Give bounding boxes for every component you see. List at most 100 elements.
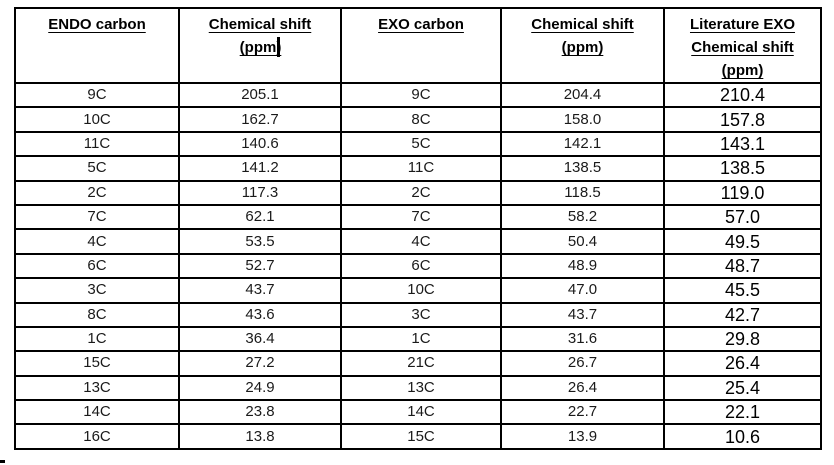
cell-endo-chemical-shift[interactable]: 140.6: [178, 130, 342, 158]
cell-endo-carbon[interactable]: 9C: [14, 81, 180, 109]
header-text: Chemical shift: [208, 16, 312, 33]
header-line: (ppm): [503, 36, 662, 59]
cell-endo-chemical-shift[interactable]: 141.2: [178, 155, 342, 182]
header-text: (ppm): [721, 62, 764, 79]
header-cell-endo-carbon[interactable]: ENDO carbon: [14, 7, 180, 84]
cell-endo-chemical-shift[interactable]: 24.9: [178, 374, 342, 402]
header-line: (ppm): [666, 59, 819, 81]
header-line: Chemical shift: [503, 13, 662, 36]
table-row: 16C 13.8 15C 13.9 10.6: [14, 423, 822, 450]
cell-exo-chemical-shift[interactable]: 48.9: [500, 252, 665, 280]
cell-endo-carbon[interactable]: 8C: [14, 301, 180, 328]
cell-endo-carbon[interactable]: 16C: [14, 423, 180, 450]
cell-exo-carbon[interactable]: 2C: [340, 179, 502, 206]
cell-literature-exo-chemical-shift[interactable]: 49.5: [663, 228, 822, 255]
cell-endo-chemical-shift[interactable]: 205.1: [178, 81, 342, 109]
cell-exo-carbon[interactable]: 11C: [340, 155, 502, 182]
cell-endo-chemical-shift[interactable]: 52.7: [178, 252, 342, 280]
cell-endo-chemical-shift[interactable]: 117.3: [178, 179, 342, 206]
cell-literature-exo-chemical-shift[interactable]: 10.6: [663, 423, 822, 450]
cell-endo-chemical-shift[interactable]: 23.8: [178, 399, 342, 426]
cell-exo-carbon[interactable]: 10C: [340, 277, 502, 304]
cell-exo-chemical-shift[interactable]: 138.5: [500, 155, 665, 182]
cell-exo-chemical-shift[interactable]: 22.7: [500, 399, 665, 426]
table-row: 10C 162.7 8C 158.0 157.8: [14, 106, 822, 133]
cell-exo-carbon[interactable]: 21C: [340, 350, 502, 377]
cell-endo-chemical-shift[interactable]: 62.1: [178, 203, 342, 231]
cell-endo-carbon[interactable]: 5C: [14, 155, 180, 182]
header-cell-endo-chemical-shift[interactable]: Chemical shift (ppm): [178, 7, 342, 84]
cell-endo-carbon[interactable]: 6C: [14, 252, 180, 280]
cell-exo-chemical-shift[interactable]: 118.5: [500, 179, 665, 206]
cell-endo-carbon[interactable]: 14C: [14, 399, 180, 426]
cell-literature-exo-chemical-shift[interactable]: 22.1: [663, 399, 822, 426]
cell-endo-carbon[interactable]: 3C: [14, 277, 180, 304]
cell-literature-exo-chemical-shift[interactable]: 45.5: [663, 277, 822, 304]
cell-exo-chemical-shift[interactable]: 43.7: [500, 301, 665, 328]
cell-literature-exo-chemical-shift[interactable]: 42.7: [663, 301, 822, 328]
cell-endo-carbon[interactable]: 10C: [14, 106, 180, 133]
header-cell-exo-chemical-shift[interactable]: Chemical shift (ppm): [500, 7, 665, 84]
cell-exo-chemical-shift[interactable]: 26.7: [500, 350, 665, 377]
cell-literature-exo-chemical-shift[interactable]: 48.7: [663, 252, 822, 280]
cell-literature-exo-chemical-shift[interactable]: 57.0: [663, 203, 822, 231]
cell-endo-carbon[interactable]: 1C: [14, 325, 180, 353]
table-row: 13C 24.9 13C 26.4 25.4: [14, 374, 822, 402]
cell-endo-carbon[interactable]: 2C: [14, 179, 180, 206]
cell-exo-chemical-shift[interactable]: 50.4: [500, 228, 665, 255]
cell-exo-carbon[interactable]: 3C: [340, 301, 502, 328]
paragraph-mark-icon: [0, 460, 5, 463]
cell-endo-chemical-shift[interactable]: 53.5: [178, 228, 342, 255]
cell-literature-exo-chemical-shift[interactable]: 138.5: [663, 155, 822, 182]
cell-exo-chemical-shift[interactable]: 26.4: [500, 374, 665, 402]
cell-exo-carbon[interactable]: 15C: [340, 423, 502, 450]
cell-endo-carbon[interactable]: 13C: [14, 374, 180, 402]
text-cursor-icon: [277, 37, 281, 57]
cell-exo-carbon[interactable]: 13C: [340, 374, 502, 402]
cell-exo-carbon[interactable]: 4C: [340, 228, 502, 255]
cell-endo-chemical-shift[interactable]: 162.7: [178, 106, 342, 133]
cell-literature-exo-chemical-shift[interactable]: 143.1: [663, 130, 822, 158]
cell-exo-chemical-shift[interactable]: 204.4: [500, 81, 665, 109]
cell-literature-exo-chemical-shift[interactable]: 157.8: [663, 106, 822, 133]
cell-exo-chemical-shift[interactable]: 142.1: [500, 130, 665, 158]
cell-literature-exo-chemical-shift[interactable]: 26.4: [663, 350, 822, 377]
table-row: 11C 140.6 5C 142.1 143.1: [14, 130, 822, 158]
cell-exo-carbon[interactable]: 9C: [340, 81, 502, 109]
cell-exo-chemical-shift[interactable]: 158.0: [500, 106, 665, 133]
cell-endo-chemical-shift[interactable]: 43.7: [178, 277, 342, 304]
cell-endo-carbon[interactable]: 11C: [14, 130, 180, 158]
cell-endo-carbon[interactable]: 4C: [14, 228, 180, 255]
cell-exo-carbon[interactable]: 7C: [340, 203, 502, 231]
cell-literature-exo-chemical-shift[interactable]: 29.8: [663, 325, 822, 353]
cell-endo-carbon[interactable]: 15C: [14, 350, 180, 377]
cell-exo-chemical-shift[interactable]: 13.9: [500, 423, 665, 450]
cell-exo-carbon[interactable]: 5C: [340, 130, 502, 158]
header-cell-literature-exo-chemical-shift[interactable]: Literature EXO Chemical shift (ppm): [663, 7, 822, 84]
cell-literature-exo-chemical-shift[interactable]: 210.4: [663, 81, 822, 109]
cell-exo-chemical-shift[interactable]: 58.2: [500, 203, 665, 231]
table-body: 9C 205.1 9C 204.4 210.4 10C 162.7 8C 158.0 157.8 1…: [14, 81, 822, 450]
cell-exo-carbon[interactable]: 1C: [340, 325, 502, 353]
table-row: 2C 117.3 2C 118.5 119.0: [14, 179, 822, 206]
cell-exo-chemical-shift[interactable]: 31.6: [500, 325, 665, 353]
cell-endo-carbon[interactable]: 7C: [14, 203, 180, 231]
header-cell-exo-carbon[interactable]: EXO carbon: [340, 7, 502, 84]
cell-endo-chemical-shift[interactable]: 43.6: [178, 301, 342, 328]
cell-exo-chemical-shift[interactable]: 47.0: [500, 277, 665, 304]
cell-exo-carbon[interactable]: 6C: [340, 252, 502, 280]
cell-endo-chemical-shift[interactable]: 36.4: [178, 325, 342, 353]
header-line: ENDO carbon: [17, 13, 177, 36]
header-text: (ppm): [239, 39, 282, 56]
cell-exo-carbon[interactable]: 14C: [340, 399, 502, 426]
cell-endo-chemical-shift[interactable]: 13.8: [178, 423, 342, 450]
table-row: 8C 43.6 3C 43.7 42.7: [14, 301, 822, 328]
header-line: Literature EXO: [666, 13, 819, 36]
cell-literature-exo-chemical-shift[interactable]: 25.4: [663, 374, 822, 402]
cell-exo-carbon[interactable]: 8C: [340, 106, 502, 133]
cell-endo-chemical-shift[interactable]: 27.2: [178, 350, 342, 377]
header-text: Literature EXO: [689, 16, 796, 33]
header-line: (ppm): [181, 36, 339, 59]
cell-literature-exo-chemical-shift[interactable]: 119.0: [663, 179, 822, 206]
